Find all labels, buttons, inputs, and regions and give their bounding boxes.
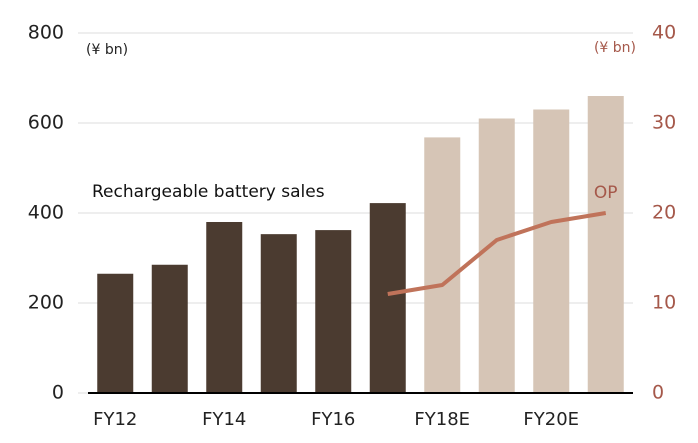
bar bbox=[533, 109, 570, 393]
bar bbox=[478, 118, 515, 393]
y-tick-label: 0 bbox=[52, 382, 64, 404]
bar bbox=[151, 264, 188, 393]
y-tick-label: 400 bbox=[28, 202, 64, 224]
y2-tick-label: 10 bbox=[652, 292, 676, 314]
y-tick-label: 600 bbox=[28, 112, 64, 134]
annotation: Rechargeable battery sales bbox=[92, 182, 325, 202]
x-tick-label: FY14 bbox=[202, 409, 246, 430]
y2-unit: (¥ bn) bbox=[594, 40, 636, 56]
line bbox=[387, 211, 607, 296]
x-tick-label: FY12 bbox=[93, 409, 137, 430]
bar bbox=[369, 203, 406, 393]
bar bbox=[587, 96, 624, 393]
legend-label: OP bbox=[594, 183, 618, 203]
x-tick-label: FY16 bbox=[311, 409, 355, 430]
y2-tick-label: 0 bbox=[652, 382, 664, 404]
y-tick-label: 200 bbox=[28, 292, 64, 314]
y2-tick-label: 40 bbox=[652, 22, 676, 44]
bar bbox=[315, 230, 352, 393]
bar bbox=[424, 137, 461, 393]
bar bbox=[97, 273, 134, 393]
y-tick-label: 800 bbox=[28, 22, 64, 44]
y2-tick-label: 30 bbox=[652, 112, 676, 134]
bar bbox=[260, 234, 297, 393]
y2-tick-label: 20 bbox=[652, 202, 676, 224]
y-unit: (¥ bn) bbox=[86, 42, 128, 58]
x-tick-label: FY18E bbox=[414, 409, 470, 430]
x-tick-label: FY20E bbox=[523, 409, 579, 430]
bar bbox=[206, 222, 243, 393]
